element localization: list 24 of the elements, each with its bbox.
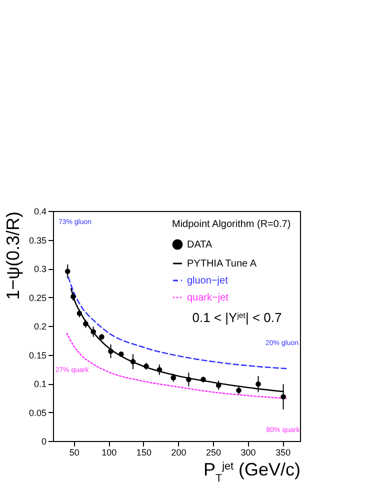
y-tick-label: 0.15: [28, 350, 46, 360]
x-tick-label: 150: [136, 448, 152, 458]
x-tick-label: 250: [206, 448, 222, 458]
x-tick-label: 50: [69, 448, 80, 458]
y-tick-label: 0: [41, 436, 46, 446]
x-tick-label: 350: [276, 448, 291, 458]
x-axis-title: P$_{T}$$^{jet}$ (GeV/c): [203, 460, 300, 484]
y-tick-label: 0.25: [28, 292, 46, 303]
y-tick-label: 0.4: [34, 206, 46, 216]
x-tick-label: 200: [171, 448, 186, 458]
annotation: 0.1 < |Y$^{jet}$| < 0.7: [192, 310, 282, 325]
x-tick-label: 300: [240, 448, 256, 458]
y-tick-label: 0.2: [34, 322, 46, 332]
legend-label: gluon−jet: [187, 276, 228, 286]
legend-label: quark−jet: [187, 292, 229, 304]
y-tick-label: 0.35: [28, 235, 46, 246]
y-tick-label: 0.3: [34, 264, 46, 274]
y-tick-label: 0.1: [34, 379, 46, 389]
legend-title: Midpoint Algorithm (R=0.7): [172, 219, 291, 230]
y-tick-label: 0.05: [28, 408, 46, 418]
y-axis-title: 1−ψ(0.3/R): [2, 212, 23, 300]
legend-label: PYTHIA Tune A: [187, 258, 257, 270]
legend-label: DATA: [187, 240, 213, 250]
x-tick-label: 100: [102, 448, 117, 458]
